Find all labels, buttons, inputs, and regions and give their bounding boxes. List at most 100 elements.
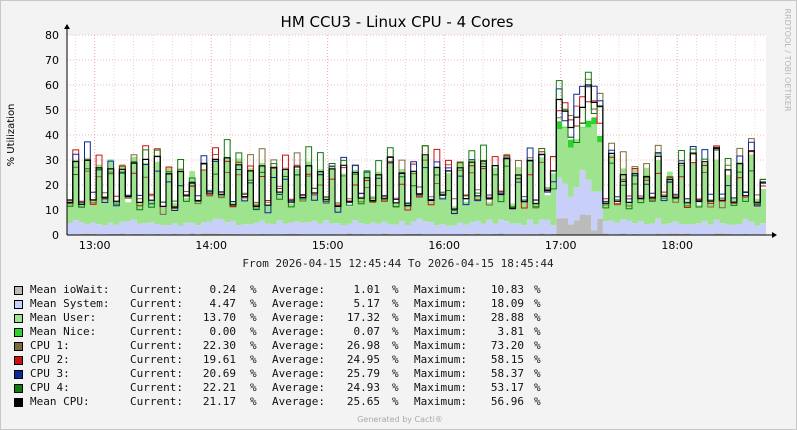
unit-label: % (534, 353, 541, 366)
maximum-value: 10.83 (490, 283, 524, 296)
average-label: Average: (272, 311, 325, 324)
maximum-value: 18.09 (490, 297, 524, 310)
y-tick-label: 40 (45, 129, 59, 142)
legend-swatch (14, 398, 23, 407)
unit-label: % (250, 283, 257, 296)
current-label: Current: (130, 353, 183, 366)
legend-series-name: Mean System: (30, 297, 110, 310)
unit-label: % (250, 367, 257, 380)
unit-label: % (392, 339, 399, 352)
legend-swatch (14, 370, 23, 379)
average-label: Average: (272, 297, 325, 310)
current-value: 0.24 (209, 283, 237, 296)
current-label: Current: (130, 381, 183, 394)
legend-series-name: CPU 3: (30, 367, 70, 380)
current-label: Current: (130, 325, 183, 338)
unit-label: % (392, 367, 399, 380)
y-axis-arrow (64, 24, 70, 29)
unit-label: % (534, 381, 541, 394)
current-value: 21.17 (202, 395, 236, 408)
maximum-value: 73.20 (490, 339, 524, 352)
average-label: Average: (272, 367, 325, 380)
unit-label: % (392, 395, 399, 408)
maximum-label: Maximum: (414, 325, 467, 338)
maximum-label: Maximum: (414, 339, 467, 352)
current-label: Current: (130, 395, 183, 408)
series-area-system (67, 169, 766, 235)
unit-label: % (250, 297, 257, 310)
x-tick-label: 16:00 (428, 239, 460, 252)
average-value: 24.93 (346, 381, 380, 394)
legend-series-name: Mean User: (30, 311, 97, 324)
unit-label: % (250, 395, 257, 408)
unit-label: % (392, 325, 399, 338)
legend-swatch (14, 314, 23, 323)
average-value: 25.79 (346, 367, 380, 380)
unit-label: % (250, 311, 257, 324)
time-range: From 2026-04-15 12:45:44 To 2026-04-15 1… (242, 257, 554, 270)
maximum-label: Maximum: (414, 311, 467, 324)
current-label: Current: (130, 283, 183, 296)
current-value: 4.47 (209, 297, 237, 310)
legend-swatch (14, 300, 23, 309)
average-label: Average: (272, 339, 325, 352)
legend-series-name: Mean CPU: (30, 395, 90, 408)
current-value: 0.00 (209, 325, 237, 338)
current-label: Current: (130, 311, 183, 324)
average-label: Average: (272, 353, 325, 366)
y-tick-label: 30 (45, 154, 59, 167)
average-label: Average: (272, 325, 325, 338)
current-value: 19.61 (202, 353, 236, 366)
x-axis-arrow (772, 232, 777, 238)
current-value: 13.70 (202, 311, 236, 324)
maximum-label: Maximum: (414, 367, 467, 380)
current-value: 22.21 (202, 381, 236, 394)
maximum-value: 53.17 (490, 381, 524, 394)
unit-label: % (392, 381, 399, 394)
legend-series-name: Mean Nice: (30, 325, 97, 338)
legend-swatch (14, 286, 23, 295)
maximum-label: Maximum: (414, 395, 467, 408)
series-line-mean-cpu (67, 84, 766, 210)
y-tick-label: 70 (45, 54, 59, 67)
maximum-label: Maximum: (414, 381, 467, 394)
legend-series-name: CPU 4: (30, 381, 70, 394)
unit-label: % (534, 297, 541, 310)
average-value: 26.98 (346, 339, 380, 352)
unit-label: % (250, 325, 257, 338)
maximum-label: Maximum: (414, 297, 467, 310)
maximum-value: 58.15 (490, 353, 524, 366)
unit-label: % (534, 325, 541, 338)
legend-swatch (14, 342, 23, 351)
unit-label: % (534, 367, 541, 380)
average-label: Average: (272, 283, 325, 296)
unit-label: % (392, 297, 399, 310)
series-area-iowait (67, 214, 766, 235)
chart-title: HM CCU3 - Linux CPU - 4 Cores (281, 13, 514, 31)
average-value: 17.32 (346, 311, 380, 324)
legend-swatch (14, 356, 23, 365)
current-label: Current: (130, 339, 183, 352)
legend-swatch (14, 384, 23, 393)
unit-label: % (250, 353, 257, 366)
legend-series-name: Mean ioWait: (30, 283, 110, 296)
y-tick-label: 0 (52, 229, 59, 242)
y-axis-label: % Utilization (6, 104, 17, 167)
unit-label: % (534, 283, 541, 296)
unit-label: % (534, 311, 541, 324)
maximum-value: 56.96 (490, 395, 524, 408)
unit-label: % (250, 339, 257, 352)
unit-label: % (392, 311, 399, 324)
unit-label: % (250, 381, 257, 394)
average-value: 25.65 (346, 395, 380, 408)
unit-label: % (392, 283, 399, 296)
maximum-value: 58.37 (490, 367, 524, 380)
legend-swatch (14, 328, 23, 337)
y-tick-label: 80 (45, 29, 59, 42)
maximum-value: 3.81 (497, 325, 525, 338)
average-value: 5.17 (353, 297, 381, 310)
maximum-label: Maximum: (414, 283, 467, 296)
current-value: 22.30 (202, 339, 236, 352)
current-label: Current: (130, 297, 183, 310)
legend-series-name: CPU 1: (30, 339, 70, 352)
